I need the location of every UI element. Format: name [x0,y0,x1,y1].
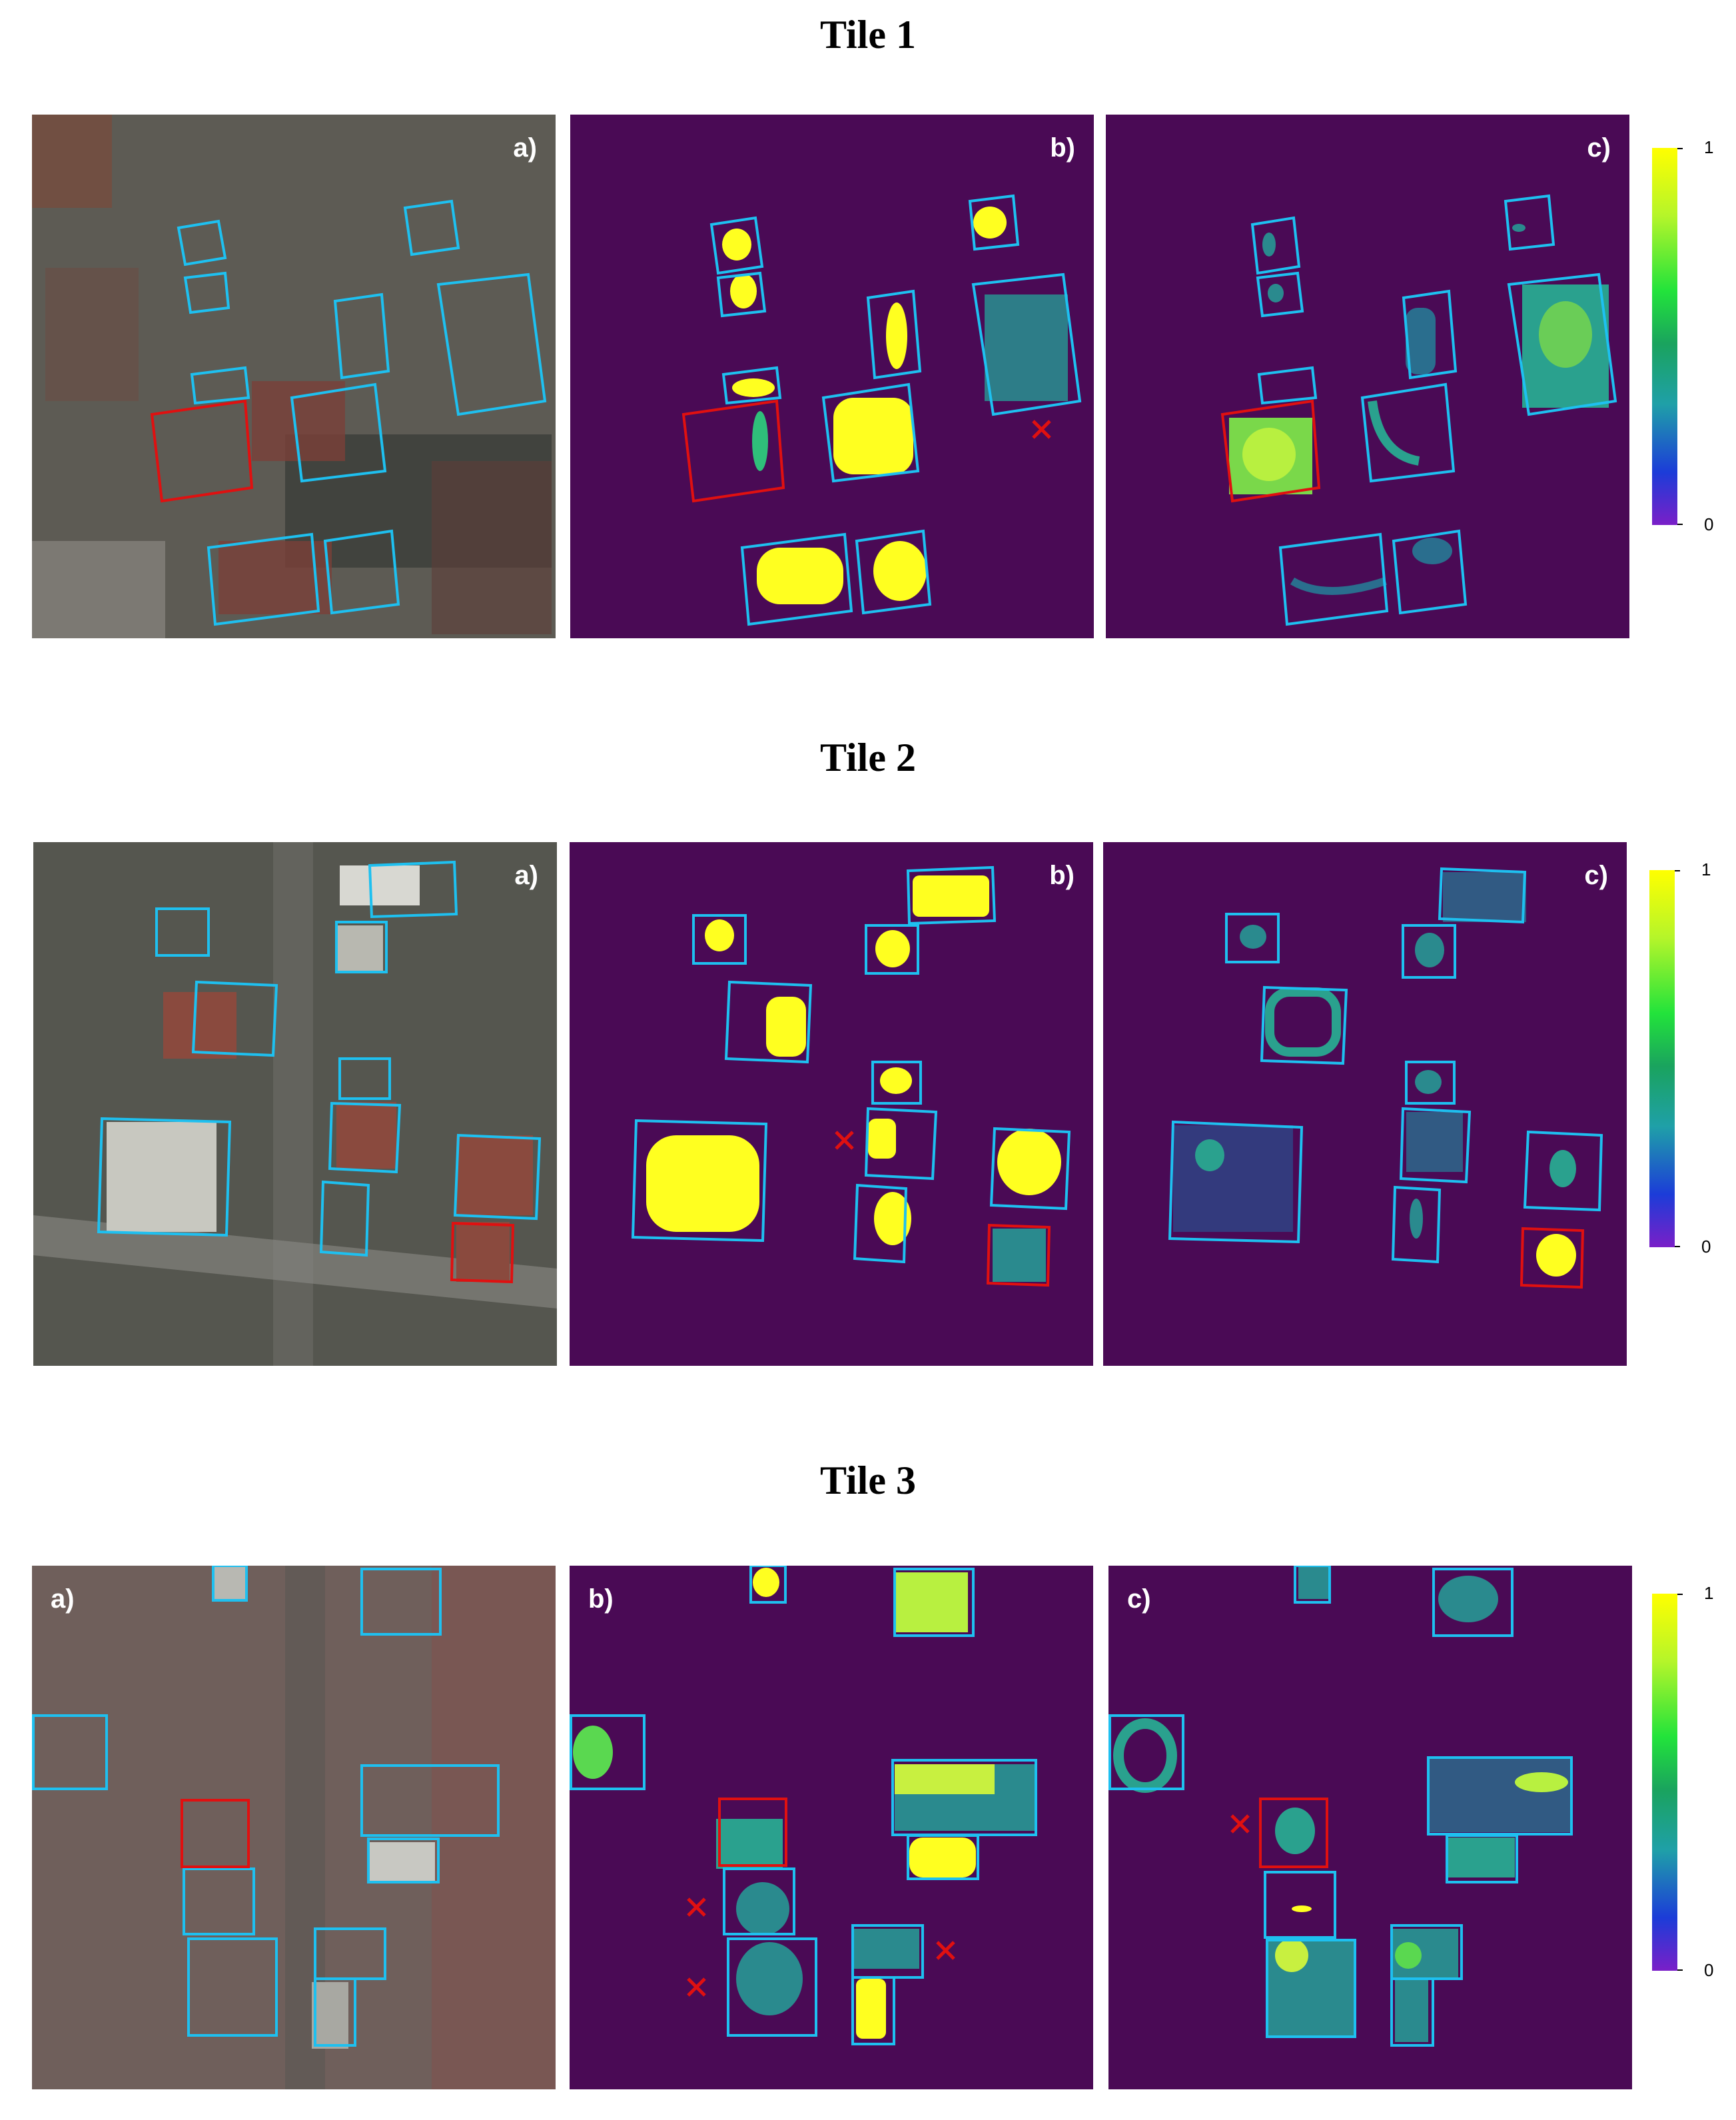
panel-label-c: c) [1127,1584,1151,1614]
tile-3-prediction-map-b: b) [570,1566,1093,2089]
panel-label-a: a) [514,861,538,890]
panel-label-c: c) [1587,133,1611,163]
tile-1-prediction-map-c: c) [1106,115,1629,638]
panel-label-b: b) [1050,133,1075,163]
colorbar-min-label: 0 [1704,514,1714,534]
tile-3-satellite-image: a) [32,1566,556,2089]
panel-label-c: c) [1584,861,1608,890]
tile-2-title: Tile 2 [820,736,916,780]
tile-1-title: Tile 1 [820,13,916,57]
colorbar-min-label: 0 [1704,1960,1714,1980]
panel-label-b: b) [588,1584,614,1614]
panel-label-a: a) [513,133,537,163]
tile-1-prediction-map-b: b) [570,115,1094,638]
tile-2-prediction-map-c: c) [1103,842,1627,1366]
tile-3-prediction-map-c: c) [1108,1566,1632,2089]
panel-label-a: a) [51,1584,75,1614]
tile-2-satellite-image: a) [33,842,557,1366]
colorbar-max-label: 1 [1704,1583,1714,1603]
tile-2-prediction-map-b: b) [570,842,1093,1366]
colorbar-min-label: 0 [1701,1237,1711,1257]
colorbar-max-label: 1 [1701,859,1711,879]
tile-3-title: Tile 3 [820,1458,916,1502]
panel-label-b: b) [1049,861,1075,890]
tile-1-satellite-image: a) [32,115,556,638]
colorbar-max-label: 1 [1704,137,1714,157]
